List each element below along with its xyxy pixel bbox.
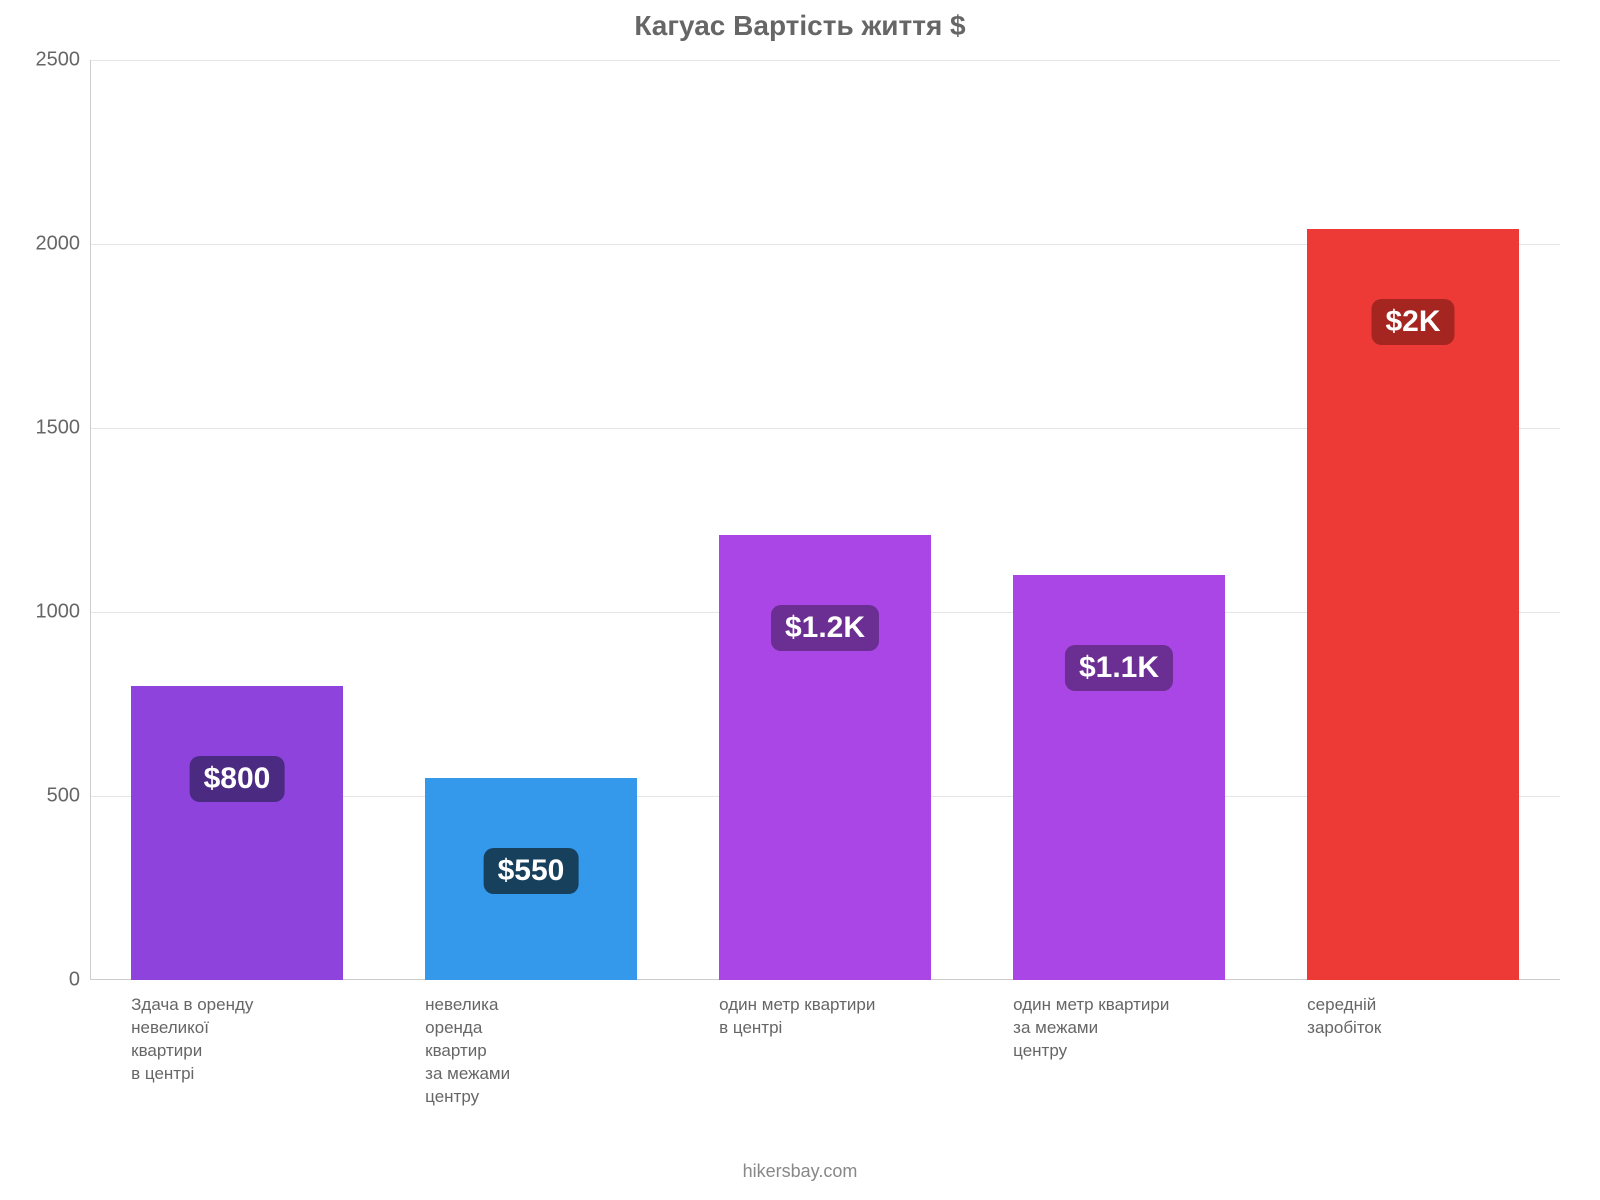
bar-value-label: $1.2K [771, 605, 879, 651]
gridline [90, 60, 1560, 61]
y-tick-label: 2000 [36, 233, 91, 256]
y-tick-label: 1000 [36, 601, 91, 624]
x-tick-label: Здача в оренду невеликої квартири в цент… [131, 980, 321, 1086]
bar-value-label: $2K [1371, 299, 1454, 345]
y-tick-label: 0 [69, 969, 90, 992]
bar-value-label: $550 [484, 848, 579, 894]
y-tick-label: 500 [47, 785, 90, 808]
x-tick-label: один метр квартири в центрі [719, 980, 909, 1040]
y-tick-label: 1500 [36, 417, 91, 440]
x-tick-label: один метр квартири за межами центру [1013, 980, 1203, 1063]
bar-value-label: $800 [190, 756, 285, 802]
chart-title: Кагуас Вартість життя $ [0, 10, 1600, 42]
y-tick-label: 2500 [36, 49, 91, 72]
bar [131, 686, 343, 980]
bar [1013, 575, 1225, 980]
chart-footer: hikersbay.com [0, 1161, 1600, 1182]
plot-area: 05001000150020002500$800Здача в оренду н… [90, 60, 1560, 980]
y-axis-line [90, 60, 91, 980]
bar [719, 535, 931, 980]
cost-of-living-chart: Кагуас Вартість життя $ 0500100015002000… [0, 0, 1600, 1200]
x-tick-label: середній заробіток [1307, 980, 1497, 1040]
bar-value-label: $1.1K [1065, 645, 1173, 691]
x-tick-label: невелика оренда квартир за межами центру [425, 980, 615, 1109]
